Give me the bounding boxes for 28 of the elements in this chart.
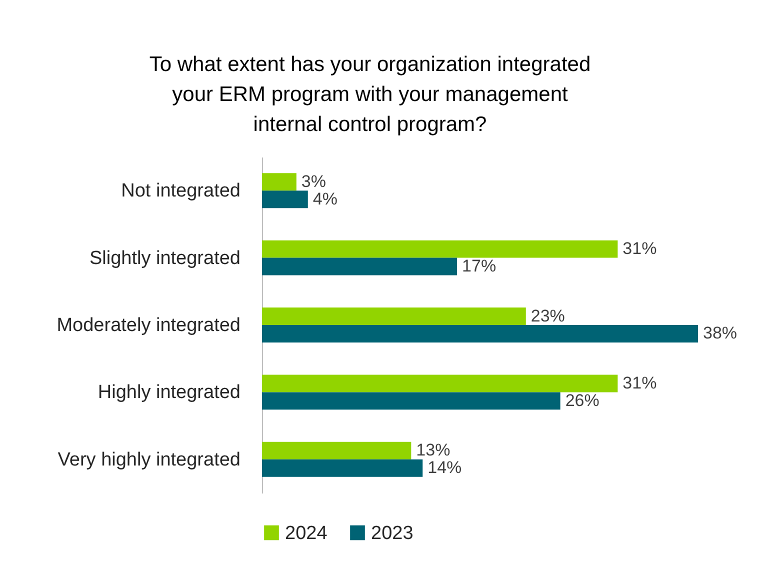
- data-label: 31%: [622, 373, 657, 392]
- data-label: 14%: [428, 458, 462, 478]
- legend-label: 2024: [285, 522, 328, 544]
- data-label: 26%: [565, 390, 600, 410]
- bar: [262, 258, 458, 276]
- bar: [262, 173, 296, 191]
- y-tick-label: Not integrated: [121, 180, 240, 202]
- bar: [262, 374, 618, 392]
- bar: [262, 190, 308, 208]
- data-label: 3%: [301, 172, 326, 191]
- y-tick-label: Very highly integrated: [58, 449, 240, 470]
- bar: [262, 240, 618, 258]
- y-tick-label: Slightly integrated: [89, 248, 240, 269]
- legend-label: 2023: [371, 522, 414, 544]
- bar: [262, 392, 560, 410]
- bar: [262, 459, 423, 477]
- bar: [262, 308, 526, 325]
- y-tick-label: Highly integrated: [98, 382, 240, 404]
- data-label: 31%: [622, 239, 657, 258]
- data-label: 4%: [312, 189, 338, 208]
- bar: [262, 442, 412, 460]
- data-label: 23%: [530, 306, 565, 326]
- y-tick-label: Moderately integrated: [56, 315, 240, 336]
- data-label: 38%: [703, 324, 738, 343]
- bar: [262, 325, 698, 342]
- data-label: 17%: [462, 256, 496, 276]
- data-label: 13%: [416, 440, 450, 460]
- chart-title: To what extent has your organization integrated your ERM program with your management internal control program?: [149, 53, 591, 136]
